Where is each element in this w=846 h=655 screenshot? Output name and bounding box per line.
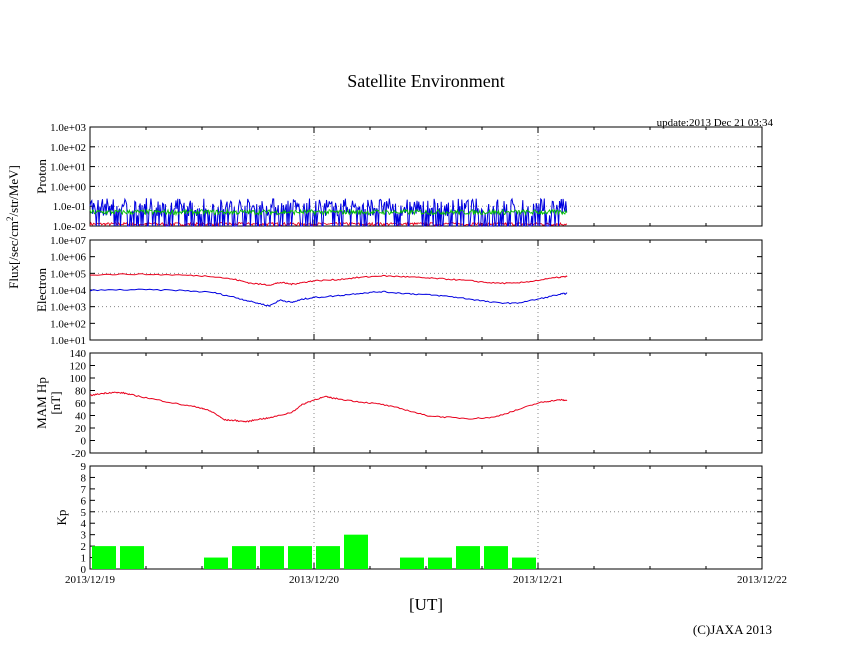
x-tick-label: 2013/12/20 [289,574,340,586]
x-tick-label: 2013/12/19 [65,574,116,586]
update-label: update:2013 Dec 21 03:34 [657,117,774,129]
y-tick-label: 120 [70,361,87,373]
kp-bar [484,546,508,569]
flux-label-tail: /str/MeV] [6,165,21,216]
kp-bar [344,534,368,569]
panel-proton: 1.0e-02 1.0e-01 1.0e+00 1.0e+01 1.0e+02 1.0e+… [34,122,763,233]
y-tick-label: 60 [75,398,87,410]
y-tick-label: 40 [75,411,87,423]
y-tick-label: 4 [81,518,87,530]
y-tick-label: 8 [81,472,87,484]
y-tick-label: 7 [81,484,87,496]
kp-bar [428,557,452,569]
y-tick-label: 1.0e+05 [50,268,86,280]
y-axis-label-kp: Kp [54,510,69,526]
panels: 1.0e-021.0e-011.0e+001.0e+011.0e+021.0e+… [34,122,787,586]
y-tick-label: 1.0e+02 [50,318,86,330]
y-tick-label: 1.0e+02 [50,142,86,154]
series-line-low-energy [89,288,568,307]
x-axis-label: [UT] [409,595,443,614]
kp-bar [92,546,116,569]
x-tick-label: 2013/12/21 [513,574,563,586]
y-tick-label: 20 [75,423,87,435]
y-tick-label: 3 [81,530,87,542]
y-axis-unit-mam_hp: [nT] [48,391,63,414]
y-tick-label: 1.0e-01 [53,201,86,213]
kp-bar [512,557,536,569]
y-tick-label: 1.0e-02 [53,221,86,233]
panel-frame-kp [89,465,763,570]
y-axis-label-electron: Electron [34,267,49,312]
shared-flux-ylabel: Flux[/sec/cm2/str/MeV] [5,165,21,289]
kp-bar [288,546,312,569]
chart-title: Satellite Environment [347,71,504,91]
copyright-label: (C)JAXA 2013 [693,622,772,637]
y-tick-label: 1 [81,553,87,565]
y-tick-label: 1.0e+04 [50,285,86,297]
y-axis-label-proton: Proton [34,159,49,194]
kp-bar [204,557,228,569]
series-line-Hp [89,391,568,423]
kp-bar [456,546,480,569]
series-line-high-energy [89,273,568,286]
kp-bar [120,546,144,569]
y-tick-label: 1.0e+00 [50,181,86,193]
y-tick-label: 0 [81,436,87,448]
kp-bar [232,546,256,569]
panel-frame-mam_hp [89,352,763,454]
y-tick-label: 1.0e+01 [50,335,86,347]
y-tick-label: 5 [81,507,87,519]
kp-bar [400,557,424,569]
y-tick-label: 6 [81,495,87,507]
y-tick-label: 1.0e+03 [50,302,86,314]
y-tick-label: 100 [70,373,87,385]
y-tick-label: 9 [81,461,87,473]
y-tick-label: 80 [75,386,87,398]
kp-bar [260,546,284,569]
series-line-green [89,208,568,217]
y-tick-label: 1.0e+07 [50,235,86,247]
series-line-blue [89,197,568,227]
kp-bar [316,546,340,569]
y-tick-label: 140 [70,348,87,360]
y-tick-label: 1.0e+06 [50,252,86,264]
panel-frame-electron [89,239,763,341]
y-tick-label: 2 [81,541,87,553]
y-tick-label: 0 [81,564,87,576]
panel-electron: 1.0e+01 1.0e+02 1.0e+03 1.0e+04 1.0e+05 1.0e+… [34,235,763,347]
y-tick-label: 1.0e+01 [50,162,86,174]
x-tick-label: 2013/12/22 [737,574,787,586]
y-axis-label-mam_hp: MAM Hp [34,377,49,429]
flux-label-sup: 2 [5,216,15,221]
y-tick-label: 1.0e+03 [50,122,86,134]
flux-label-main: Flux[/sec/cm [6,221,21,289]
y-tick-label: -20 [71,448,86,460]
